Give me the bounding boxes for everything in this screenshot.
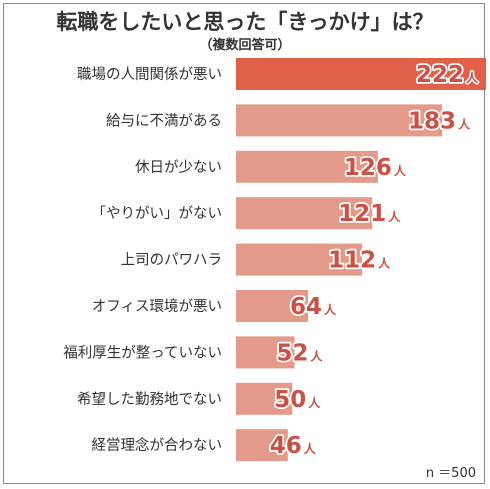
category-label: 「やりがい」がない [92,205,223,222]
category-label: 給与に不満がある [106,112,222,129]
category-label: 休日が少ない [135,159,222,176]
value-label: 183 人 [408,108,471,134]
category-label: 福利厚生が整っていない [63,344,222,361]
category-label: 希望した勤務地でない [77,391,222,408]
value-label: 52 人 [277,340,324,366]
bar [236,290,309,322]
bar [236,382,293,415]
chart-title: 転職をしたいと思った「きっかけ」は？ [56,10,434,34]
bar [236,336,295,369]
bar [236,197,373,230]
value-label: 112 人 [328,248,391,274]
bar [236,150,378,183]
chart-subtitle: （複数回答可） [199,38,291,53]
bar [236,429,288,462]
value-label: 46 人 [270,433,317,459]
category-label: オフィス環境が悪い [92,297,222,315]
bar [236,58,486,90]
bar [236,104,443,137]
value-label: 64 人 [290,294,337,320]
category-label: 職場の人間関係が悪い [77,66,222,83]
category-label: 上司のパワハラ [121,252,222,269]
bar [236,243,363,276]
value-label: 50 人 [274,387,321,413]
category-label: 経営理念が合わない [92,436,223,454]
value-label: 121 人 [338,201,401,227]
value-label: 222 人 [416,62,479,88]
sample-size-note: n ＝500 [425,466,476,481]
value-label: 126 人 [344,155,407,181]
